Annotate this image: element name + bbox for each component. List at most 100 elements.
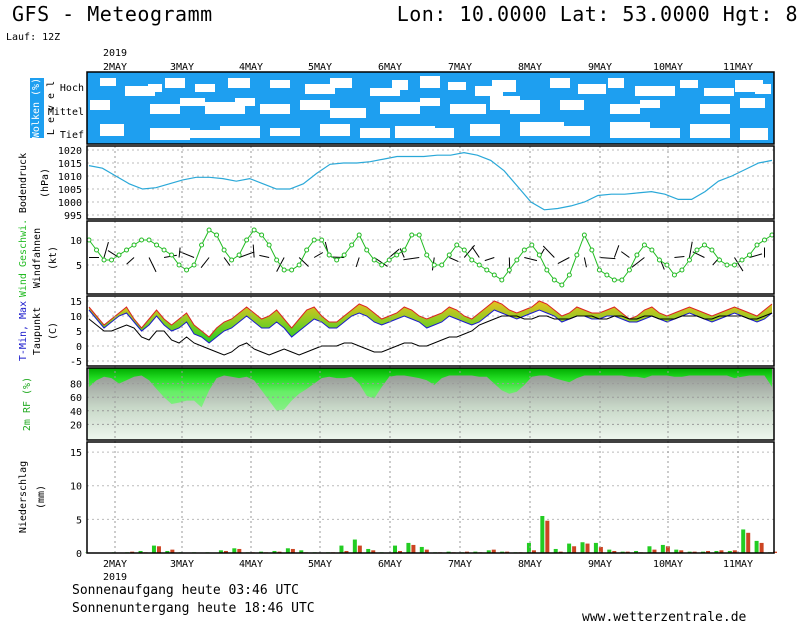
wind-tick-label: 5 (76, 261, 82, 272)
humidity-area (89, 368, 772, 411)
wind-barb (557, 257, 570, 265)
temp-tick-label: -5 (70, 357, 82, 368)
precip-bar (674, 549, 679, 553)
wind-speed-point (371, 257, 377, 263)
wind-speed-point (94, 247, 100, 253)
humidity-tick-label: 20 (70, 420, 82, 431)
cloud-ylabel: Wolken (%) (31, 78, 42, 138)
convective-bar (344, 550, 349, 553)
precip-bar (634, 550, 639, 553)
precip-tick-label: 5 (76, 515, 82, 526)
wind-speed-point (746, 252, 752, 258)
wind-unit: (kt) (48, 246, 59, 270)
wind-barb (200, 257, 210, 269)
wind-speed-point (634, 252, 640, 258)
wind-barb (223, 257, 231, 266)
humidity-tick-label: 60 (70, 393, 82, 404)
cloud-cell (380, 102, 420, 114)
wind-speed-point (394, 252, 400, 258)
date-label-bottom: 2MAY (103, 559, 127, 570)
wind-speed-point (671, 272, 677, 278)
convective-bar (357, 545, 362, 553)
wind-speed-point (446, 252, 452, 258)
wind-speed-point (206, 227, 212, 233)
cloud-cell (430, 128, 454, 138)
wind-barb (238, 251, 255, 258)
cloud-cell (300, 100, 330, 110)
cloud-cell (450, 104, 486, 114)
cloud-cell (740, 98, 765, 108)
precip-bar (419, 546, 424, 553)
wind-speed-point (229, 257, 235, 263)
cloud-cell (320, 124, 350, 136)
cloud-cell (165, 78, 185, 88)
wind-barb (524, 257, 538, 262)
convective-bar (652, 549, 657, 553)
wind-barb (103, 241, 109, 258)
precip-bar (553, 548, 558, 553)
wind-speed-point (364, 247, 370, 253)
date-label-top: 10MAY (653, 62, 683, 73)
wind-barb (621, 251, 630, 258)
wind-barb (298, 257, 309, 267)
wind-speed-point (326, 252, 332, 258)
cloud-cell (150, 128, 190, 140)
convective-bar (156, 546, 161, 553)
cloud-cell (100, 124, 124, 136)
wind-speed-point (491, 272, 497, 278)
date-label-top: 9MAY (588, 62, 612, 73)
cloud-cell (640, 100, 660, 108)
convective-bar (491, 549, 496, 553)
wind-speed-point (551, 277, 557, 283)
wind-barb (674, 255, 685, 258)
cloud-level-mittel: Mittel (48, 107, 84, 118)
wind-speed-point (566, 272, 572, 278)
wind-speed-point (484, 267, 490, 273)
wind-barb (688, 241, 693, 258)
wind-speed-point (281, 267, 287, 273)
cloud-cell (220, 126, 260, 138)
wind-speed-point (514, 257, 520, 263)
wind-speed-point (259, 232, 265, 238)
precip-bar (165, 550, 170, 553)
wind-speed-point (506, 267, 512, 273)
convective-bar (223, 550, 228, 553)
wind-speed-point (176, 262, 182, 268)
wind-speed-point (131, 242, 137, 248)
precip-bar (285, 548, 290, 553)
cloud-cell (195, 84, 215, 92)
convective-bar (665, 546, 670, 553)
wind-barb (388, 248, 400, 258)
precip-bar (593, 542, 598, 553)
precip-bar (486, 550, 491, 553)
cloud-cell (520, 122, 564, 136)
convective-bar (424, 549, 429, 553)
wind-speed-point (536, 252, 542, 258)
cloud-cell (510, 100, 540, 114)
wind-speed-point (124, 247, 130, 253)
cloud-cell (392, 80, 408, 90)
wind-speed-point (169, 252, 175, 258)
temp-ylabel: T-Min, Max (18, 301, 29, 361)
wind-speed-point (349, 242, 355, 248)
wind-speed-point (469, 257, 475, 263)
precip-bar (232, 548, 237, 553)
wind-speed-point (739, 257, 745, 263)
wind-speed-point (274, 257, 280, 263)
wind-speed-point (266, 242, 272, 248)
site-credit: www.wetterzentrale.de (582, 610, 747, 625)
cloud-cell (420, 98, 440, 106)
cloud-cell (270, 128, 300, 136)
wind-speed-point (334, 257, 340, 263)
wind-barb (148, 257, 157, 273)
wind-panel-frame (86, 220, 775, 295)
sunset-text: Sonnenuntergang heute 18:46 UTC (72, 601, 315, 616)
precip-bar (339, 545, 344, 553)
precip-bar (151, 545, 156, 553)
precip-ylabel: Niederschlag (18, 461, 29, 533)
convective-bar (746, 532, 751, 553)
wind-speed-point (409, 232, 415, 238)
cloud-cell (360, 128, 390, 138)
wind-speed-point (581, 232, 587, 238)
wind-speed-point (386, 257, 392, 263)
